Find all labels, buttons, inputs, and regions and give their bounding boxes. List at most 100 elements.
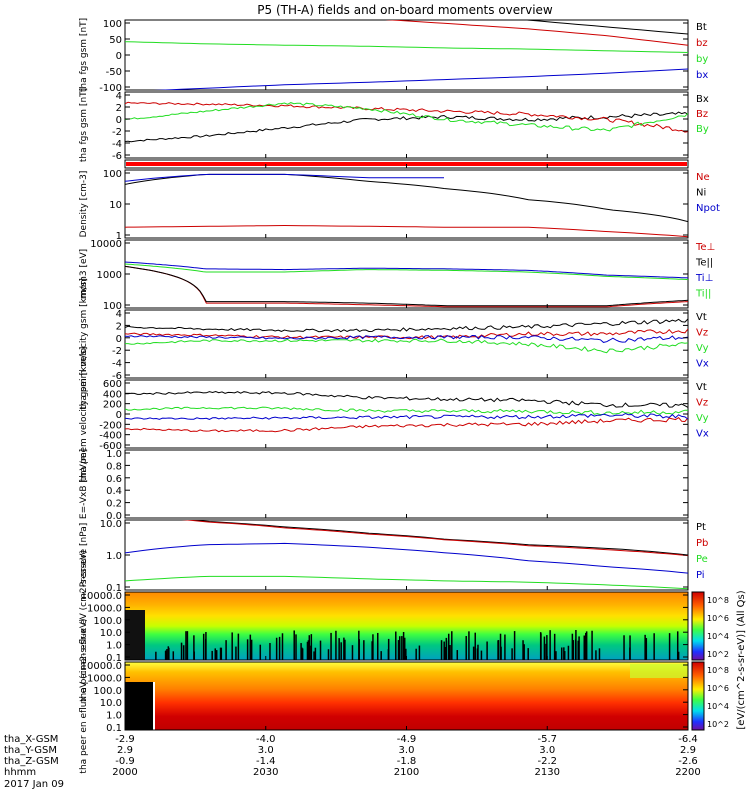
spectrogram-gap [307, 640, 310, 660]
y-axis-label: Density [cm-3] [79, 171, 89, 238]
spectrogram-gap [546, 635, 548, 660]
spectrogram-gap [545, 643, 547, 660]
spectrogram-gap [591, 630, 593, 660]
spectrogram-gap [555, 651, 557, 660]
y-tick-label: -4 [112, 359, 122, 370]
spectrogram-gap [300, 643, 302, 660]
spectrogram-gap [397, 640, 400, 660]
legend-label: Vy [696, 343, 709, 354]
spectrogram-gap [313, 651, 315, 660]
series-line-Vy [125, 338, 688, 354]
spectrogram-gap [235, 646, 237, 660]
footer-value: 2.9 [680, 745, 696, 756]
footer-row-label: tha_Z-GSM [4, 756, 59, 767]
spectrogram-gap [219, 647, 222, 660]
y-tick-label: 0.8 [106, 461, 122, 472]
spectrogram-gap [578, 636, 580, 660]
panel-frame [124, 91, 689, 159]
legend-label: Vz [696, 328, 708, 339]
spectrogram-gap [560, 647, 563, 660]
spectrogram-gap [676, 631, 679, 660]
y-tick-label: 1000 [97, 270, 122, 281]
series-line-Bz [125, 101, 688, 133]
y-tick-label: 100 [103, 301, 122, 312]
spectrogram-gap [418, 645, 421, 660]
spectrogram-gap [380, 651, 382, 660]
panel-3: Ne Ni Npot 100 10 1 Density [cm-3] [79, 169, 720, 242]
spectrogram-gap [500, 646, 502, 660]
spectrogram-gap [306, 641, 309, 660]
footer-value: -4.0 [256, 734, 276, 745]
spectrogram-gap [275, 637, 278, 660]
footer-group: tha_X-GSM -2.9 -4.0 -4.9 -5.7 -6.4 tha_Y-GSM 2.… [4, 734, 701, 790]
spectrogram-gap [553, 633, 556, 660]
y-tick-label: 10.0 [100, 519, 122, 530]
spectrogram-gap [577, 640, 579, 660]
y-axis-label: Pressure [nPa] [79, 523, 89, 588]
legend-label: Te⊥ [695, 242, 715, 253]
footer-value: 2.9 [117, 745, 133, 756]
spectrogram-gap [153, 682, 155, 730]
panel-frame [124, 169, 689, 239]
y-axis-label: tha peem velocity gsm [km/s] [79, 347, 89, 482]
y-axis-label: tha fgs gsm [nT] [79, 18, 89, 92]
footer-value: 3.0 [399, 745, 415, 756]
y-tick-label: 0 [116, 334, 122, 345]
spectrogram-gap [202, 633, 205, 660]
footer-row-label: tha_Y-GSM [4, 745, 57, 756]
legend-label: bz [696, 38, 708, 49]
spectrogram-gap [443, 641, 445, 660]
spectrogram-gap [583, 635, 585, 660]
spectrogram-gap [172, 651, 175, 660]
spectrogram-gap [387, 638, 390, 660]
panel-5: Vt Vz Vy Vx 42 0-2 -4-6 tha peim velocity gsm [… [79, 278, 709, 410]
spectrogram-gap [308, 635, 311, 660]
y-tick-label: 0.6 [106, 474, 122, 485]
spectrogram-gap [402, 632, 405, 660]
spectrogram-gap [278, 636, 281, 660]
y-tick-label: 0.1 [106, 583, 122, 594]
colorbar-group: 10^8 10^6 10^4 10^2 10^8 10^6 10^4 10^2 [eV/(cm^… [691, 590, 747, 731]
spectrogram-gap [376, 632, 379, 660]
panel-7: 1.00.8 0.60.4 0.20.0 E=-VxB [mV/m] [79, 449, 689, 522]
spectrogram-gap [319, 640, 322, 660]
spectrogram-gap [314, 647, 317, 660]
spectrogram-gap [629, 647, 631, 660]
series-line-Bt [521, 20, 688, 35]
y-tick-label: 1.0 [106, 449, 122, 460]
spectrogram-gap [371, 641, 373, 660]
spectrogram-gap [125, 610, 145, 660]
series-line-Vz [125, 417, 688, 433]
spectrogram-gap [250, 639, 253, 660]
spectrogram-gap [415, 648, 417, 660]
footer-value: 2100 [394, 767, 419, 778]
spectrogram-gap [335, 630, 337, 660]
legend-label: Bt [696, 22, 707, 33]
footer-row-label: hhmm [4, 767, 36, 778]
colorbar-tick-label: 10^6 [707, 684, 729, 693]
y-tick-label: 0.4 [106, 486, 122, 497]
spectrogram-gap [231, 632, 233, 660]
footer-value: 3.0 [258, 745, 274, 756]
y-axis-label: tha peim velocity gsm [km/s] [79, 278, 89, 410]
spectrogram-gap [246, 639, 249, 660]
panel-frame [124, 19, 689, 91]
spectrogram-gap [444, 646, 446, 660]
spectrogram-gap [165, 650, 167, 660]
spectrogram-fill [125, 592, 688, 660]
y-tick-label: 1.0 [106, 711, 122, 722]
y-tick-label: 0 [116, 115, 122, 126]
spectrogram-gap [449, 645, 451, 660]
spectrogram-gap [220, 647, 223, 660]
y-tick-label: 100.0 [93, 616, 122, 627]
footer-value: -1.4 [256, 756, 276, 767]
spectrogram-gap [180, 642, 183, 660]
spectrogram-gap [338, 638, 340, 660]
spectrogram-gap [645, 638, 648, 660]
series-line-Vt [125, 318, 688, 333]
y-tick-label: -50 [106, 67, 122, 78]
y-tick-label: -200 [99, 420, 122, 431]
spectrogram-gap [540, 633, 542, 660]
y-tick-label: 100 [103, 169, 122, 180]
